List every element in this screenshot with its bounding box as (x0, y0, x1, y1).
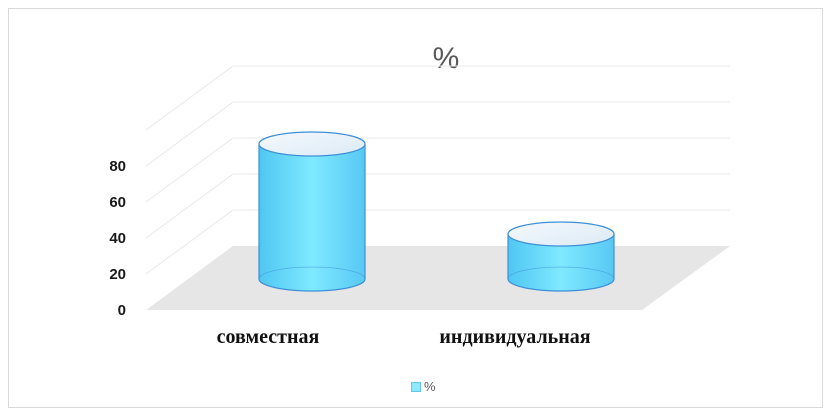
gridline-side (145, 137, 234, 203)
bar-top (507, 221, 615, 247)
gridline-side (145, 209, 234, 275)
x-category-label: совместная (217, 326, 320, 348)
gridlines (145, 65, 730, 275)
bar-base-edge (258, 266, 366, 280)
y-tick-label: 60 (109, 194, 126, 211)
bar-body (258, 143, 366, 292)
floor-plane (146, 246, 730, 310)
legend: % (411, 379, 436, 394)
legend-swatch (411, 381, 421, 392)
x-category-label: индивидуальная (439, 326, 590, 348)
y-tick-label: 80 (109, 158, 126, 175)
gridline-side (145, 101, 234, 167)
bar-top (258, 131, 366, 157)
bar-base-edge (507, 266, 615, 280)
y-tick-label: 0 (118, 302, 126, 319)
x-axis-categories: совместная индивидуальная (217, 326, 591, 348)
y-tick-label: 20 (109, 266, 126, 283)
gridline-side (145, 65, 234, 131)
gridline-side (145, 173, 234, 239)
chart-frame (8, 8, 823, 408)
y-tick-label: 40 (109, 230, 126, 247)
chart-floor (146, 246, 730, 310)
legend-label: % (424, 379, 436, 394)
chart-title: % (432, 42, 460, 75)
bars (258, 131, 615, 292)
bar-cylinder (507, 221, 615, 292)
bar-cylinder (258, 131, 366, 292)
bar-body (507, 233, 615, 292)
y-axis-ticks: 0 20 40 60 80 (109, 158, 126, 319)
